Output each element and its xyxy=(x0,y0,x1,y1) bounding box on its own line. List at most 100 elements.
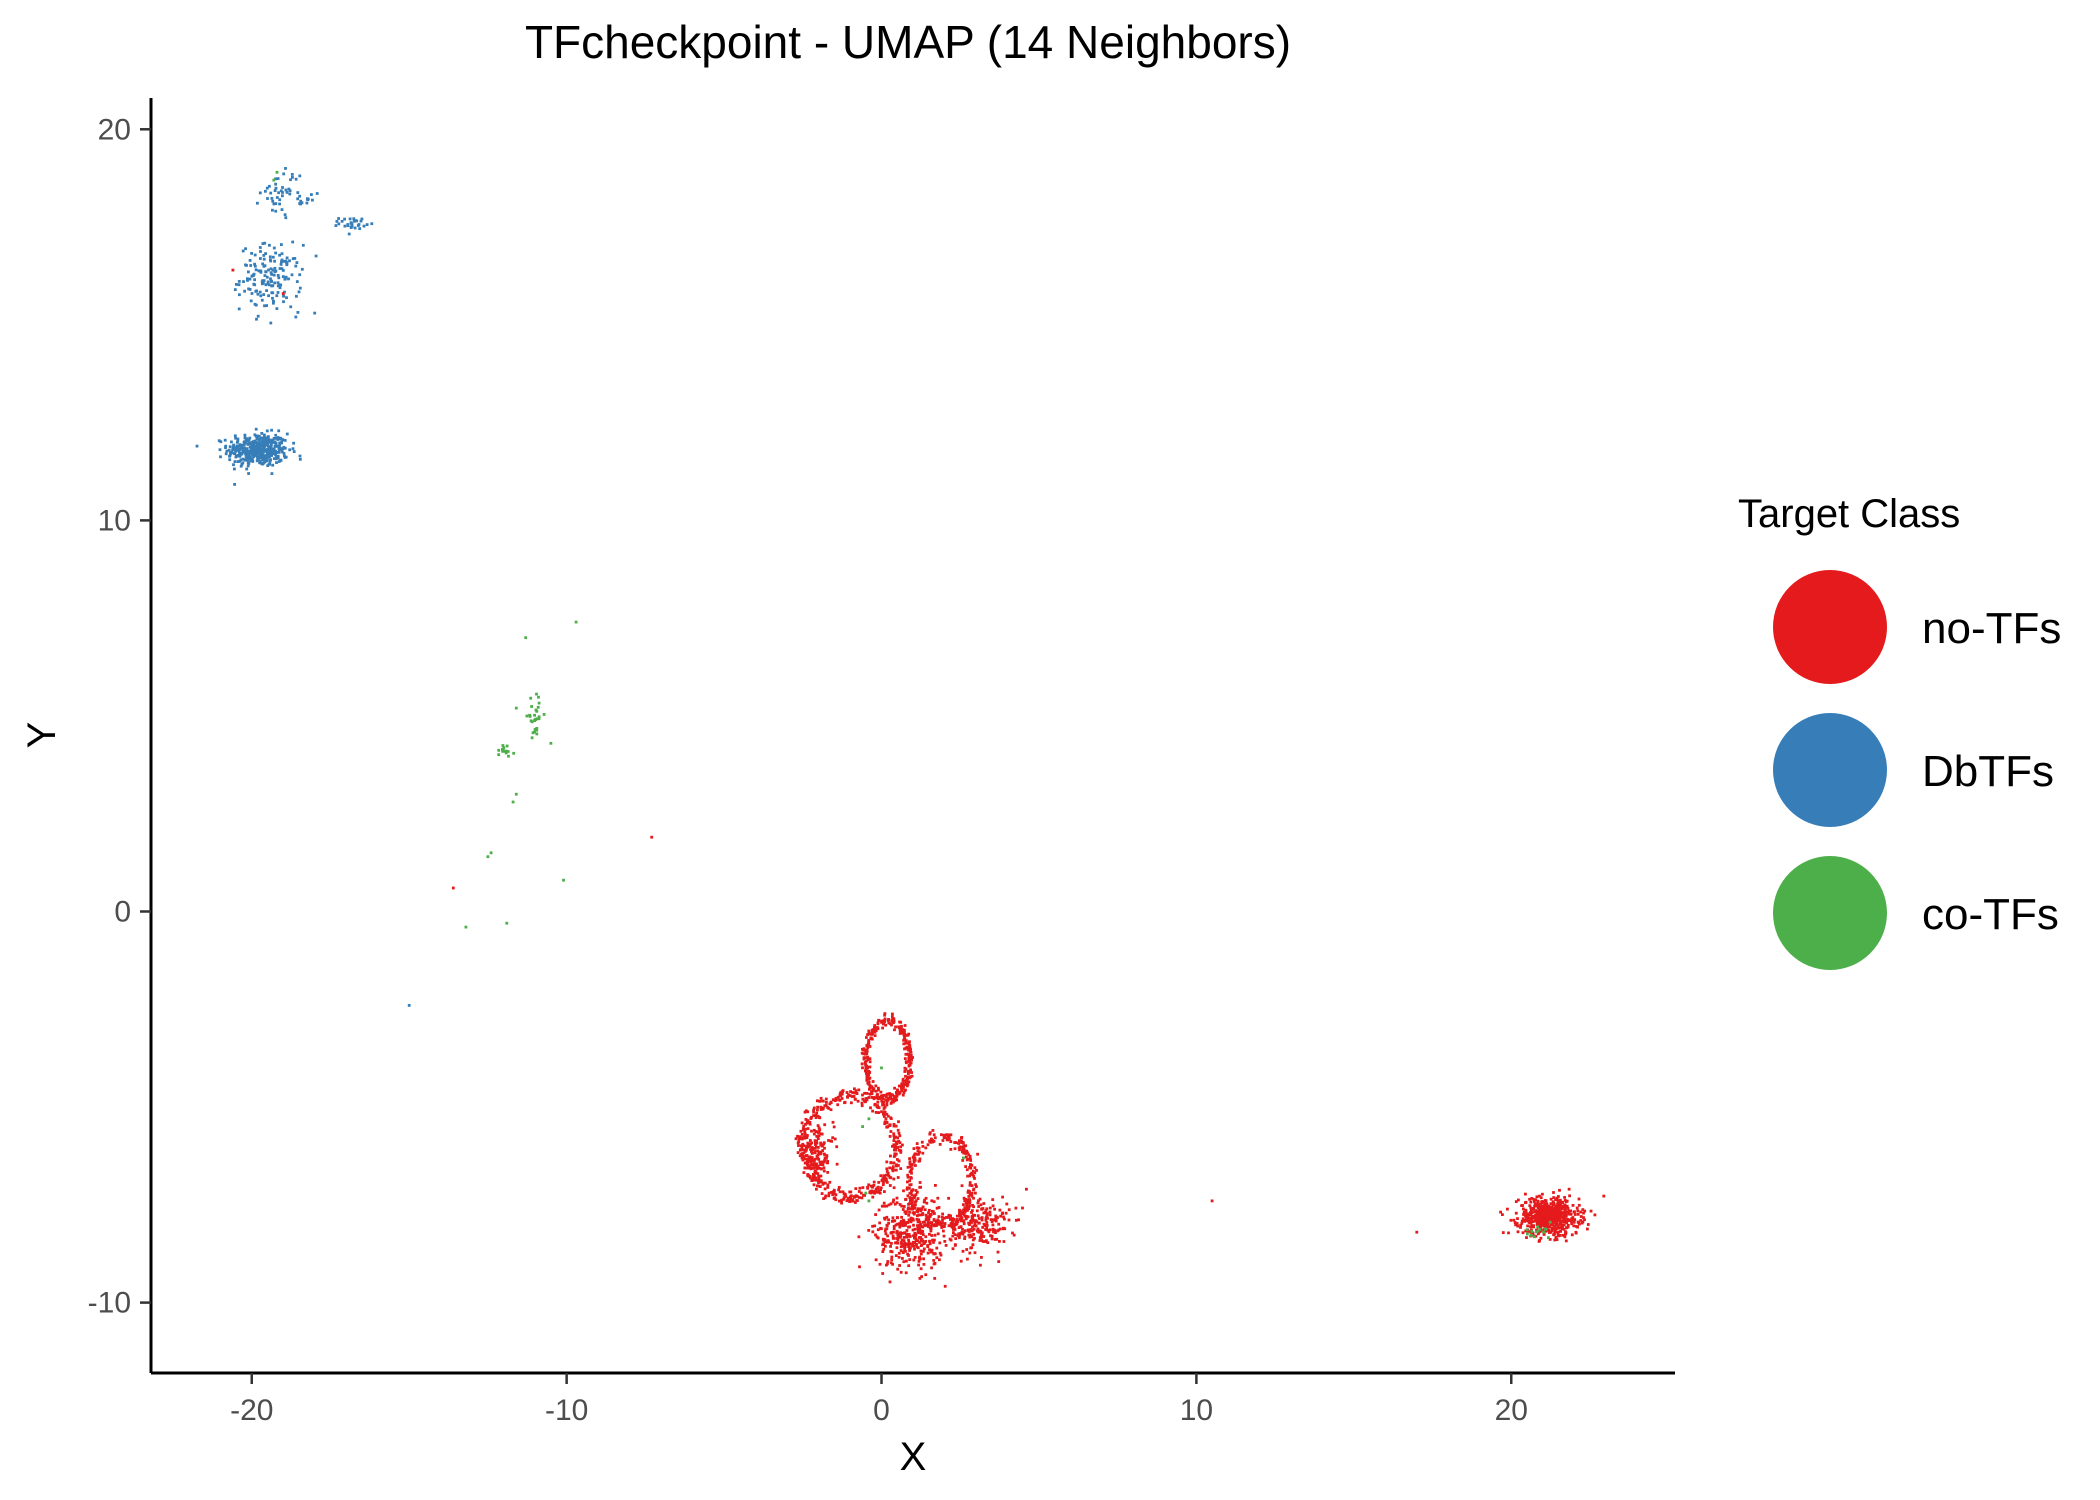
point-no-tfs xyxy=(876,1228,880,1232)
point-dbtfs xyxy=(262,254,266,257)
point-no-tfs xyxy=(866,1066,869,1069)
point-dbtfs xyxy=(253,262,256,266)
point-dbtfs xyxy=(270,472,274,475)
point-no-tfs xyxy=(930,1137,933,1141)
point-dbtfs xyxy=(233,434,237,438)
point-no-tfs xyxy=(979,1236,983,1239)
point-no-tfs xyxy=(846,1095,849,1099)
point-dbtfs xyxy=(256,201,259,205)
point-no-tfs xyxy=(870,1037,874,1041)
point-no-tfs xyxy=(943,1222,947,1226)
point-no-tfs xyxy=(966,1257,969,1261)
point-no-tfs xyxy=(883,1115,886,1118)
point-co-tfs xyxy=(464,925,468,929)
point-no-tfs xyxy=(1530,1211,1534,1214)
point-no-tfs xyxy=(917,1218,921,1222)
point-dbtfs xyxy=(279,189,283,193)
point-no-tfs xyxy=(1548,1230,1551,1234)
point-no-tfs xyxy=(972,1233,975,1236)
point-no-tfs xyxy=(884,1232,888,1236)
point-no-tfs xyxy=(921,1151,925,1155)
point-no-tfs xyxy=(913,1256,917,1259)
point-dbtfs xyxy=(268,243,271,247)
point-no-tfs xyxy=(1545,1205,1549,1208)
point-no-tfs xyxy=(881,1026,884,1030)
point-no-tfs xyxy=(1558,1217,1561,1220)
point-no-tfs xyxy=(822,1152,826,1156)
point-no-tfs xyxy=(901,1093,905,1097)
point-dbtfs xyxy=(249,447,253,451)
point-no-tfs xyxy=(1514,1200,1518,1203)
point-no-tfs xyxy=(869,1106,872,1110)
point-no-tfs xyxy=(977,1199,980,1203)
point-no-tfs xyxy=(1560,1223,1563,1227)
point-no-tfs xyxy=(1526,1216,1529,1219)
point-dbtfs xyxy=(314,254,318,258)
point-no-tfs xyxy=(999,1214,1002,1218)
point-no-tfs xyxy=(1560,1226,1564,1229)
point-no-tfs xyxy=(864,1097,868,1100)
point-dbtfs xyxy=(262,293,266,296)
point-no-tfs xyxy=(888,1123,892,1127)
point-dbtfs xyxy=(296,197,300,201)
point-no-tfs xyxy=(921,1225,925,1229)
point-no-tfs xyxy=(1529,1213,1533,1217)
point-co-tfs xyxy=(1547,1236,1550,1240)
point-no-tfs xyxy=(929,1225,933,1228)
point-no-tfs xyxy=(904,1041,908,1045)
point-dbtfs xyxy=(292,441,295,445)
point-no-tfs xyxy=(805,1119,809,1122)
point-dbtfs xyxy=(261,458,265,462)
point-no-tfs xyxy=(971,1209,974,1212)
point-no-tfs xyxy=(816,1108,819,1112)
chart-title: TFcheckpoint - UMAP (14 Neighbors) xyxy=(525,16,1291,68)
point-no-tfs xyxy=(1558,1226,1562,1230)
point-dbtfs xyxy=(275,307,279,310)
point-no-tfs xyxy=(970,1171,973,1175)
point-no-tfs xyxy=(815,1162,818,1166)
point-no-tfs xyxy=(947,1133,951,1137)
point-no-tfs xyxy=(1552,1191,1555,1194)
point-co-tfs xyxy=(1535,1230,1538,1234)
point-no-tfs xyxy=(909,1220,913,1224)
point-dbtfs xyxy=(231,448,234,452)
point-co-tfs xyxy=(1529,1233,1533,1237)
point-dbtfs xyxy=(251,460,255,463)
point-no-tfs xyxy=(919,1185,922,1189)
point-no-tfs xyxy=(880,1227,883,1231)
point-no-tfs xyxy=(892,1177,896,1181)
point-no-tfs xyxy=(915,1209,919,1213)
point-dbtfs xyxy=(277,451,281,454)
point-no-tfs xyxy=(1542,1214,1546,1218)
point-no-tfs xyxy=(1571,1218,1575,1221)
point-no-tfs xyxy=(1540,1213,1544,1217)
point-no-tfs xyxy=(926,1244,930,1247)
point-dbtfs xyxy=(236,460,240,463)
point-dbtfs xyxy=(269,448,273,452)
point-no-tfs xyxy=(942,1234,946,1238)
point-dbtfs xyxy=(272,246,276,250)
point-no-tfs xyxy=(1563,1235,1567,1239)
point-no-tfs xyxy=(802,1155,806,1158)
point-dbtfs xyxy=(264,457,267,460)
point-no-tfs xyxy=(968,1183,972,1187)
point-dbtfs xyxy=(273,270,277,273)
point-no-tfs xyxy=(970,1184,974,1187)
point-dbtfs xyxy=(269,267,273,271)
point-no-tfs xyxy=(954,1223,958,1227)
point-no-tfs xyxy=(1548,1214,1552,1218)
point-no-tfs xyxy=(1582,1211,1585,1215)
point-co-tfs xyxy=(497,748,501,752)
point-dbtfs xyxy=(276,291,280,294)
point-no-tfs xyxy=(1003,1217,1006,1221)
point-no-tfs xyxy=(873,1224,877,1228)
point-no-tfs xyxy=(891,1017,895,1021)
point-dbtfs xyxy=(228,454,231,458)
point-dbtfs xyxy=(238,454,242,458)
point-dbtfs xyxy=(241,450,245,453)
point-co-tfs xyxy=(1542,1230,1545,1234)
point-no-tfs xyxy=(1538,1206,1542,1210)
point-no-tfs xyxy=(930,1234,934,1237)
point-no-tfs xyxy=(894,1140,898,1144)
point-no-tfs xyxy=(919,1249,923,1253)
